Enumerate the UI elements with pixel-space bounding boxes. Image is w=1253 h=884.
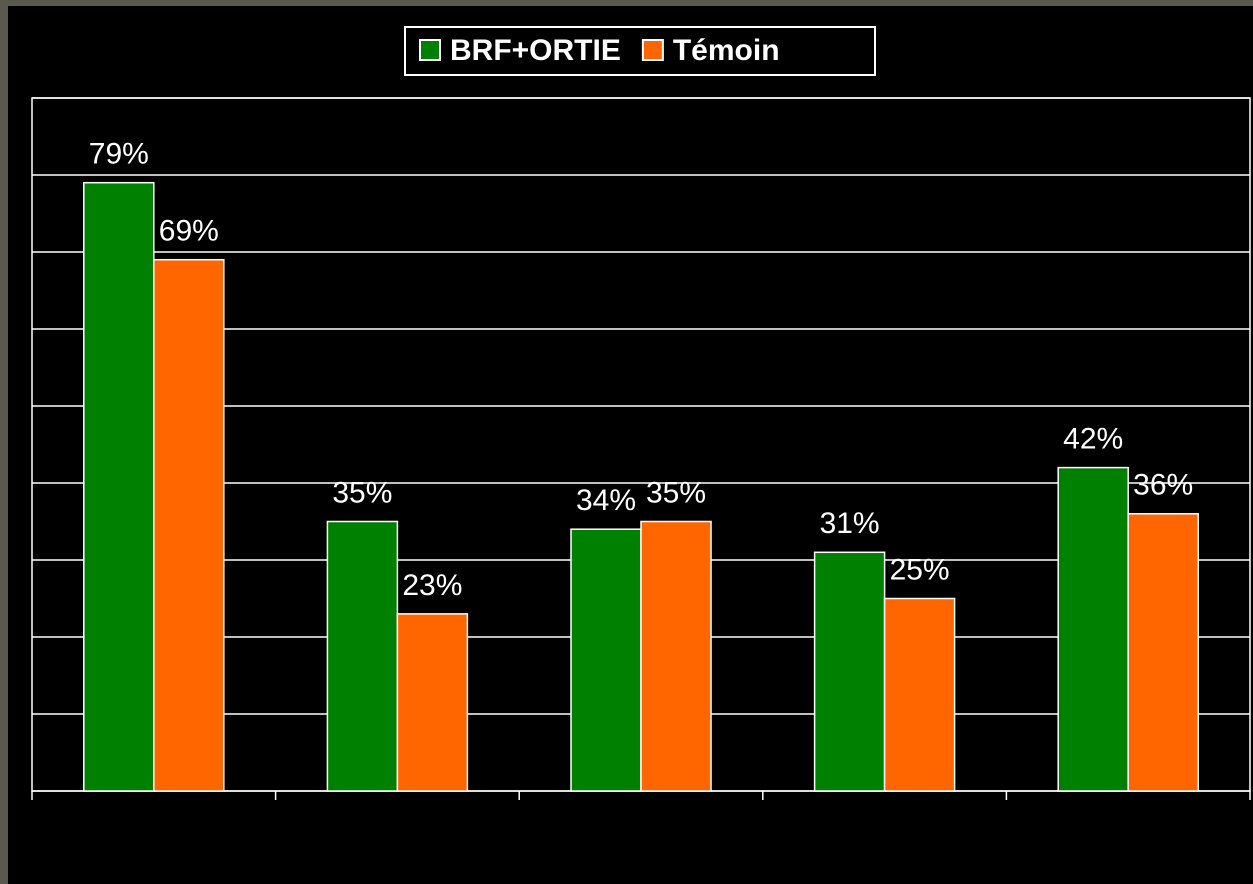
bar [327,522,397,792]
data-label: 36% [1133,469,1193,502]
data-label: 34% [576,484,636,517]
data-label: 79% [89,138,149,171]
legend-label: Témoin [673,34,780,67]
bar [815,552,885,791]
legend-swatch [643,40,663,60]
bar [571,529,641,791]
bar [1058,468,1128,791]
chart: G Golgd79%69%Redcort35%23%Hcrisp/10634%3… [0,0,1253,884]
bar [84,183,154,791]
bar [154,260,224,791]
legend-swatch [420,40,440,60]
bar [885,599,955,792]
data-label: 25% [890,553,950,586]
data-label: 69% [159,215,219,248]
page: G Golgd79%69%Redcort35%23%Hcrisp/10634%3… [0,0,1253,884]
legend-label: BRF+ORTIE [450,34,621,67]
data-label: 35% [646,476,706,509]
data-label: 35% [332,476,392,509]
bar [397,614,467,791]
data-label: 23% [402,569,462,602]
bar [641,522,711,792]
bar [1128,514,1198,791]
data-label: 31% [820,507,880,540]
data-label: 42% [1063,423,1123,456]
